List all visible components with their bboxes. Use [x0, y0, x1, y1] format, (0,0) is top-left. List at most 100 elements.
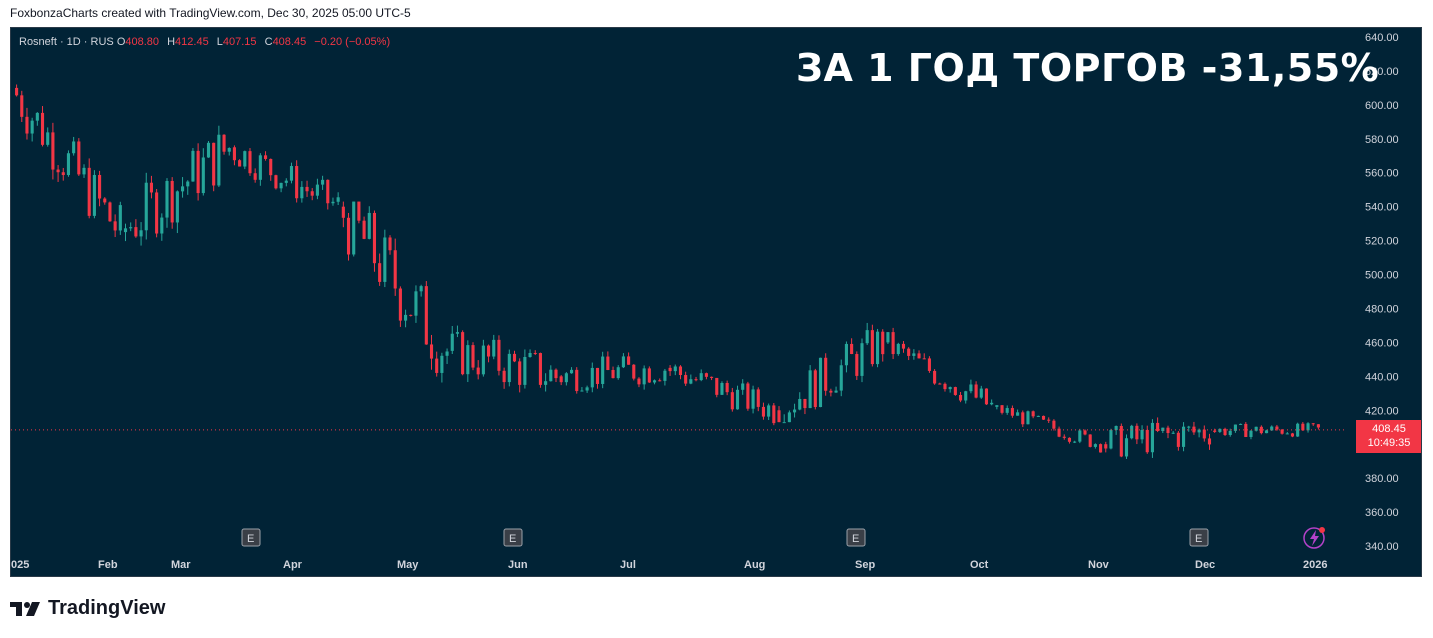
- candle-body[interactable]: [419, 286, 423, 292]
- candle-body[interactable]: [1114, 425, 1118, 431]
- tradingview-footer[interactable]: TradingView: [10, 597, 165, 620]
- candle-body[interactable]: [1197, 429, 1201, 433]
- candle-body[interactable]: [461, 332, 465, 375]
- candle-body[interactable]: [25, 116, 29, 134]
- candle-body[interactable]: [642, 368, 646, 385]
- candle-body[interactable]: [222, 134, 226, 152]
- candle-body[interactable]: [170, 180, 174, 223]
- candle-body[interactable]: [632, 364, 636, 379]
- candle-body[interactable]: [595, 367, 600, 384]
- candle-body[interactable]: [435, 358, 439, 373]
- candle-body[interactable]: [538, 353, 542, 385]
- candle-body[interactable]: [1192, 426, 1196, 433]
- candle-body[interactable]: [476, 367, 480, 375]
- candle-body[interactable]: [336, 197, 340, 202]
- candle-body[interactable]: [1073, 441, 1077, 443]
- candle-body[interactable]: [1275, 426, 1279, 430]
- candle-body[interactable]: [927, 358, 931, 371]
- candle-body[interactable]: [1270, 426, 1274, 431]
- candle-body[interactable]: [585, 387, 589, 391]
- candle-body[interactable]: [590, 367, 594, 388]
- candle-body[interactable]: [232, 147, 236, 161]
- candle-body[interactable]: [165, 180, 169, 218]
- candle-body[interactable]: [907, 348, 911, 356]
- candle-body[interactable]: [409, 314, 413, 316]
- candle-body[interactable]: [803, 398, 807, 409]
- candle-body[interactable]: [1296, 423, 1300, 437]
- candle-body[interactable]: [564, 373, 568, 383]
- candle-body[interactable]: [995, 405, 999, 407]
- candle-body[interactable]: [40, 112, 45, 145]
- candle-body[interactable]: [569, 369, 574, 374]
- candle-body[interactable]: [502, 370, 506, 383]
- candle-body[interactable]: [383, 237, 387, 282]
- candle-body[interactable]: [87, 167, 91, 216]
- candle-body[interactable]: [440, 355, 444, 373]
- candle-body[interactable]: [191, 150, 195, 182]
- candle-body[interactable]: [129, 227, 133, 229]
- candle-body[interactable]: [637, 378, 641, 385]
- candle-body[interactable]: [284, 180, 288, 183]
- candle-body[interactable]: [1223, 428, 1227, 435]
- candle-body[interactable]: [824, 357, 828, 391]
- candle-body[interactable]: [1182, 426, 1186, 447]
- candle-body[interactable]: [424, 286, 428, 345]
- candle-body[interactable]: [891, 332, 895, 355]
- candle-body[interactable]: [549, 369, 553, 382]
- candle-body[interactable]: [741, 383, 745, 390]
- candle-body[interactable]: [507, 353, 511, 383]
- candle-body[interactable]: [865, 330, 869, 344]
- candle-body[interactable]: [694, 379, 698, 381]
- candle-body[interactable]: [66, 153, 71, 176]
- candle-body[interactable]: [844, 343, 848, 366]
- candle-body[interactable]: [839, 365, 843, 391]
- candle-body[interactable]: [829, 390, 833, 393]
- candle-body[interactable]: [1311, 423, 1315, 425]
- candle-body[interactable]: [1124, 438, 1129, 457]
- candle-body[interactable]: [1010, 408, 1014, 416]
- candle-body[interactable]: [1239, 423, 1243, 425]
- candle-body[interactable]: [881, 331, 885, 355]
- candle-body[interactable]: [113, 221, 117, 231]
- candle-body[interactable]: [1135, 425, 1139, 440]
- candle-body[interactable]: [793, 409, 797, 413]
- candle-body[interactable]: [481, 345, 485, 375]
- candle-body[interactable]: [1285, 433, 1289, 435]
- candle-body[interactable]: [20, 95, 24, 117]
- candle-body[interactable]: [875, 331, 880, 365]
- candle-body[interactable]: [1280, 429, 1284, 434]
- candle-body[interactable]: [341, 206, 345, 218]
- candle-body[interactable]: [953, 387, 957, 395]
- candle-body[interactable]: [518, 361, 522, 385]
- candle-body[interactable]: [149, 182, 153, 193]
- candle-body[interactable]: [357, 201, 361, 221]
- candle-body[interactable]: [663, 370, 667, 381]
- candle-body[interactable]: [103, 198, 107, 203]
- candle-body[interactable]: [767, 405, 771, 417]
- candle-body[interactable]: [1052, 420, 1056, 429]
- candle-body[interactable]: [689, 379, 693, 384]
- candle-body[interactable]: [269, 158, 273, 176]
- candle-body[interactable]: [72, 141, 76, 154]
- candle-body[interactable]: [544, 381, 548, 385]
- candle-body[interactable]: [300, 186, 304, 199]
- candle-body[interactable]: [331, 201, 335, 204]
- candle-body[interactable]: [647, 368, 651, 383]
- candle-body[interactable]: [35, 112, 39, 121]
- candle-body[interactable]: [621, 356, 625, 368]
- candle-body[interactable]: [896, 343, 900, 355]
- candle-body[interactable]: [196, 150, 200, 194]
- candle-body[interactable]: [144, 182, 148, 231]
- candle-body[interactable]: [201, 157, 205, 194]
- candle-body[interactable]: [253, 173, 257, 180]
- candle-body[interactable]: [990, 402, 994, 405]
- candle-body[interactable]: [818, 357, 823, 408]
- candle-body[interactable]: [1005, 408, 1009, 413]
- candle-body[interactable]: [1145, 429, 1149, 453]
- candle-body[interactable]: [746, 383, 750, 409]
- candle-body[interactable]: [611, 370, 615, 379]
- candle-body[interactable]: [699, 373, 703, 381]
- candle-body[interactable]: [1218, 428, 1222, 432]
- candle-body[interactable]: [886, 332, 890, 343]
- candle-body[interactable]: [933, 370, 937, 384]
